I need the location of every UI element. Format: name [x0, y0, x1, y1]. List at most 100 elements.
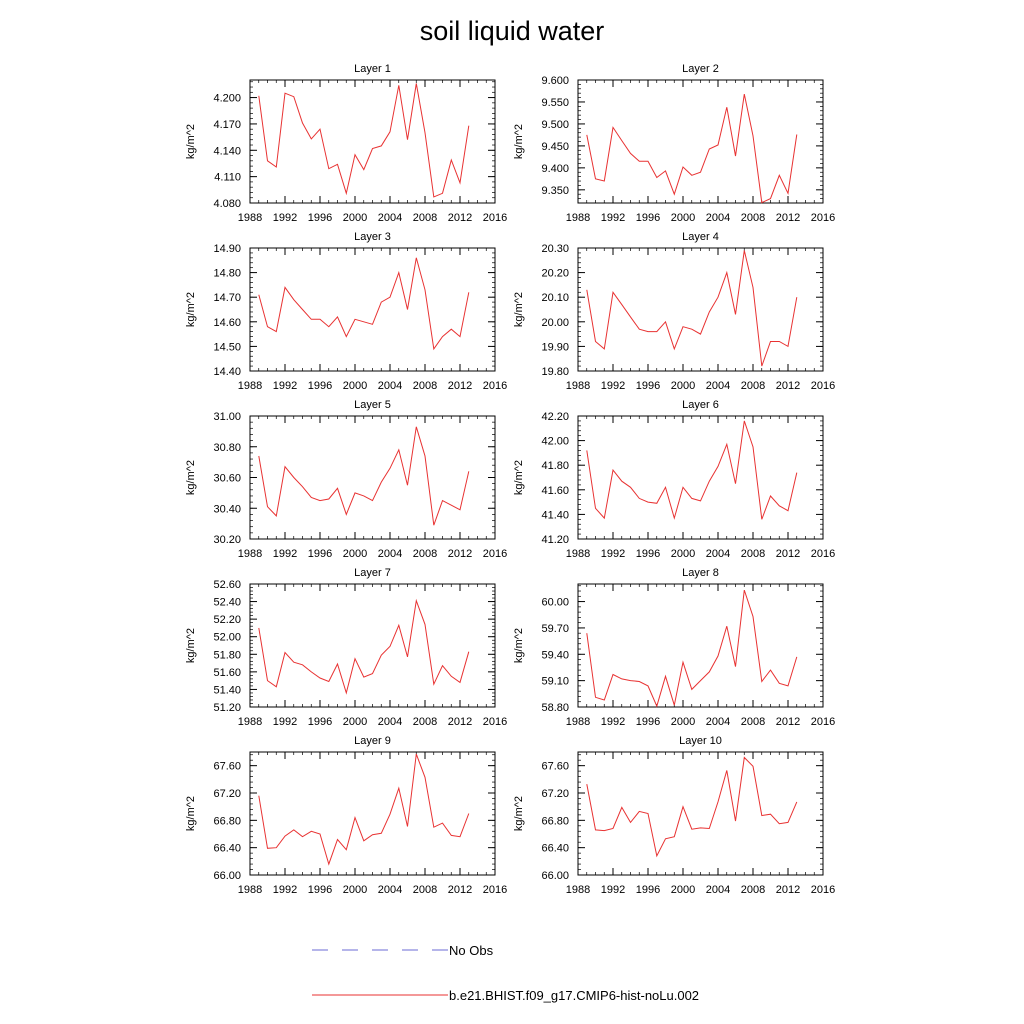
x-tick-label: 1996: [308, 716, 332, 728]
y-tick-label: 14.60: [213, 317, 241, 329]
series-line: [586, 756, 798, 858]
x-tick-label: 2000: [343, 548, 367, 560]
x-tick-label: 1988: [566, 548, 590, 560]
x-tick-label: 2000: [671, 212, 695, 224]
x-tick-label: 1996: [636, 212, 660, 224]
x-tick-label: 2012: [776, 716, 800, 728]
y-axis-label: kg/m^2: [513, 124, 525, 159]
series-line: [258, 83, 470, 198]
x-tick-label: 1988: [566, 380, 590, 392]
plot-frame: [249, 751, 496, 876]
y-tick-label: 67.20: [541, 788, 569, 800]
x-tick-label: 2016: [483, 884, 507, 896]
x-tick-label: 1992: [601, 884, 625, 896]
x-tick-label: 2004: [378, 212, 402, 224]
x-tick-label: 2004: [378, 380, 402, 392]
x-tick-label: 1992: [601, 380, 625, 392]
y-tick-label: 20.10: [541, 292, 569, 304]
panel-title: Layer 7: [354, 567, 391, 579]
y-tick-label: 59.70: [541, 623, 569, 635]
x-tick-label: 2012: [776, 548, 800, 560]
x-tick-label: 1992: [273, 716, 297, 728]
x-tick-label: 2008: [741, 716, 765, 728]
y-tick-label: 9.350: [541, 185, 569, 197]
y-tick-label: 42.20: [541, 411, 569, 423]
y-tick-label: 67.60: [541, 761, 569, 773]
y-tick-label: 30.60: [213, 473, 241, 485]
panel-layer-3: Layer 3 kg/m^2 1988 1992 1996 2000 2004 2008 201…: [185, 231, 507, 392]
x-tick-label: 2004: [706, 380, 730, 392]
y-axis-label: kg/m^2: [185, 460, 197, 495]
y-tick-label: 19.80: [541, 366, 569, 378]
x-tick-label: 1992: [273, 212, 297, 224]
y-tick-label: 67.60: [213, 761, 241, 773]
x-tick-label: 2012: [776, 212, 800, 224]
series-line: [586, 250, 798, 367]
x-tick-label: 2012: [448, 380, 472, 392]
y-tick-label: 66.80: [213, 815, 241, 827]
x-tick-label: 2000: [343, 212, 367, 224]
x-tick-label: 2000: [671, 380, 695, 392]
y-tick-label: 59.40: [541, 649, 569, 661]
x-tick-label: 2008: [413, 716, 437, 728]
series-line: [258, 426, 470, 526]
y-tick-label: 31.00: [213, 411, 241, 423]
y-axis-label: kg/m^2: [185, 292, 197, 327]
x-tick-label: 2000: [671, 884, 695, 896]
y-axis-label: kg/m^2: [185, 628, 197, 663]
panel-layer-4: Layer 4 kg/m^2 1988 1992 1996 2000 2004 2008 201…: [513, 231, 835, 392]
x-tick-label: 2008: [741, 212, 765, 224]
x-tick-label: 1992: [273, 884, 297, 896]
y-tick-label: 4.080: [213, 198, 241, 210]
panel-layer-10: Layer 10 kg/m^2 1988 1992 1996 2000 2004 2008 20…: [513, 735, 835, 896]
x-tick-label: 2008: [413, 380, 437, 392]
x-tick-label: 2004: [706, 884, 730, 896]
x-tick-label: 2008: [741, 884, 765, 896]
x-tick-label: 2008: [413, 548, 437, 560]
x-tick-label: 2012: [448, 548, 472, 560]
y-tick-label: 4.170: [213, 119, 241, 131]
figure-title: soil liquid water: [420, 16, 605, 46]
y-axis-label: kg/m^2: [185, 796, 197, 831]
x-tick-label: 2016: [811, 884, 835, 896]
y-tick-label: 30.20: [213, 534, 241, 546]
y-tick-label: 9.550: [541, 97, 569, 109]
series-line: [258, 753, 470, 866]
x-tick-label: 1992: [273, 380, 297, 392]
x-tick-label: 2004: [378, 884, 402, 896]
x-tick-label: 1996: [308, 380, 332, 392]
x-tick-label: 1996: [636, 548, 660, 560]
plot-frame: [577, 751, 824, 876]
x-tick-label: 1988: [238, 212, 262, 224]
plot-frame: [249, 415, 496, 540]
x-tick-label: 2016: [483, 548, 507, 560]
plot-frame: [577, 247, 824, 372]
x-tick-label: 2016: [483, 716, 507, 728]
y-tick-label: 41.20: [541, 534, 569, 546]
x-tick-label: 2000: [343, 380, 367, 392]
x-tick-label: 2016: [811, 212, 835, 224]
series-line: [258, 598, 470, 695]
x-tick-label: 2004: [706, 212, 730, 224]
x-tick-label: 2012: [448, 884, 472, 896]
y-tick-label: 20.30: [541, 243, 569, 255]
y-tick-label: 9.500: [541, 119, 569, 131]
y-tick-label: 14.50: [213, 341, 241, 353]
panel-title: Layer 3: [354, 231, 391, 243]
x-tick-label: 2016: [811, 716, 835, 728]
y-tick-label: 20.20: [541, 268, 569, 280]
y-axis-label: kg/m^2: [513, 796, 525, 831]
x-tick-label: 2016: [811, 548, 835, 560]
y-tick-label: 60.00: [541, 597, 569, 609]
x-tick-label: 2000: [343, 716, 367, 728]
y-tick-label: 66.00: [541, 870, 569, 882]
x-tick-label: 2008: [413, 212, 437, 224]
y-tick-label: 20.00: [541, 317, 569, 329]
x-tick-label: 2004: [706, 716, 730, 728]
panel-grid: Layer 1 kg/m^2 1988 1992 1996 2000 2004 2008 201…: [185, 63, 835, 896]
y-tick-label: 41.60: [541, 485, 569, 497]
y-tick-label: 51.80: [213, 649, 241, 661]
x-tick-label: 2004: [378, 716, 402, 728]
y-tick-label: 4.110: [214, 172, 241, 184]
x-tick-label: 2016: [483, 380, 507, 392]
